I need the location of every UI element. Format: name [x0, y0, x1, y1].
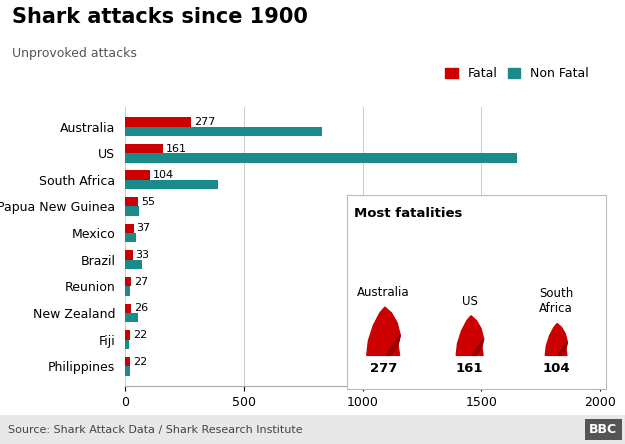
- Text: US: US: [462, 294, 478, 308]
- Text: 161: 161: [456, 362, 483, 375]
- Text: 161: 161: [166, 143, 187, 154]
- Text: 33: 33: [136, 250, 150, 260]
- Bar: [125, 304, 131, 313]
- Polygon shape: [367, 307, 400, 355]
- Text: 37: 37: [137, 223, 151, 234]
- Bar: [125, 153, 517, 163]
- Text: Unprovoked attacks: Unprovoked attacks: [12, 47, 138, 59]
- Bar: [125, 180, 217, 189]
- Text: 26: 26: [134, 303, 148, 313]
- Text: 55: 55: [141, 197, 155, 207]
- Text: 22: 22: [133, 330, 148, 340]
- Bar: [125, 250, 133, 260]
- Text: 27: 27: [134, 277, 149, 287]
- Bar: [125, 330, 130, 340]
- Legend: Fatal, Non Fatal: Fatal, Non Fatal: [440, 63, 594, 85]
- Polygon shape: [558, 342, 568, 355]
- Polygon shape: [386, 335, 400, 355]
- Bar: [125, 277, 131, 286]
- Text: 104: 104: [152, 170, 174, 180]
- Bar: [125, 117, 191, 127]
- Polygon shape: [472, 339, 484, 355]
- Text: 277: 277: [369, 362, 397, 375]
- Text: 277: 277: [194, 117, 215, 127]
- Text: 22: 22: [133, 357, 148, 367]
- Bar: [125, 206, 139, 216]
- Polygon shape: [545, 324, 568, 355]
- Bar: [125, 366, 130, 376]
- Bar: [125, 127, 322, 136]
- Bar: [125, 224, 134, 233]
- Text: Shark attacks since 1900: Shark attacks since 1900: [12, 7, 308, 27]
- Bar: [125, 313, 138, 322]
- Text: Australia: Australia: [357, 286, 409, 299]
- Polygon shape: [456, 316, 484, 355]
- Bar: [125, 233, 136, 242]
- Bar: [125, 340, 129, 349]
- Text: Most fatalities: Most fatalities: [354, 207, 462, 220]
- Text: South
Africa: South Africa: [539, 287, 573, 315]
- Bar: [125, 170, 150, 180]
- Bar: [125, 286, 130, 296]
- Text: Source: Shark Attack Data / Shark Research Institute: Source: Shark Attack Data / Shark Resear…: [8, 424, 302, 435]
- Text: BBC: BBC: [589, 423, 618, 436]
- Bar: [125, 144, 163, 153]
- Text: 104: 104: [542, 362, 570, 375]
- Bar: [125, 260, 142, 269]
- Bar: [125, 197, 138, 206]
- Bar: [125, 357, 130, 366]
